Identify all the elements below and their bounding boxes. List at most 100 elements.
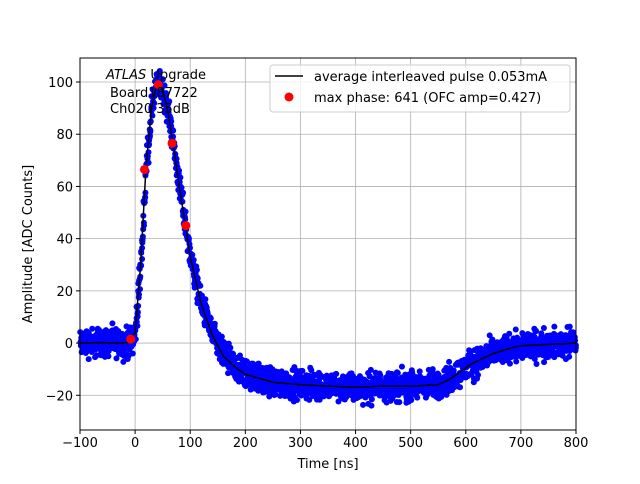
sample-point <box>272 391 279 398</box>
sample-point <box>113 355 120 362</box>
sample-point <box>396 399 403 406</box>
sample-point <box>255 360 262 367</box>
sample-point <box>541 359 548 366</box>
sample-point <box>429 366 436 373</box>
y-tick-label: 20 <box>56 285 73 300</box>
sample-point <box>450 367 457 374</box>
sample-point <box>394 370 401 377</box>
x-tick-label: 700 <box>508 436 533 451</box>
y-tick-label: 40 <box>56 233 73 248</box>
y-tick-label: 0 <box>65 337 73 352</box>
atlas-annotation: ATLAS Upgrade Board187722 Ch020 35dB <box>105 68 206 117</box>
sample-point <box>159 76 166 83</box>
sample-point <box>570 329 577 336</box>
legend-max-phase-label: max phase: 641 (OFC amp=0.427) <box>314 91 541 106</box>
max-phase-point <box>153 80 163 90</box>
legend-red-marker <box>284 92 294 102</box>
sample-point <box>145 149 152 156</box>
x-tick-label: 100 <box>178 436 203 451</box>
sample-point <box>446 358 453 365</box>
x-tick-label: −100 <box>62 436 98 451</box>
sample-point <box>227 344 234 351</box>
upgrade-label: Upgrade <box>150 68 206 83</box>
sample-point <box>513 358 520 365</box>
sample-point <box>333 370 340 377</box>
sample-point <box>551 323 558 330</box>
sample-point <box>147 127 154 134</box>
sample-point <box>308 367 315 374</box>
max-phase-point <box>181 221 191 231</box>
board-label: Board187722 <box>110 86 198 101</box>
sample-point <box>89 325 96 332</box>
sample-point <box>193 266 200 273</box>
sample-point <box>368 402 375 409</box>
sample-point <box>190 256 197 263</box>
sample-point <box>109 320 116 327</box>
sample-point <box>377 372 384 379</box>
y-ticks: −20 0 20 40 60 80 100 <box>46 76 80 404</box>
y-tick-label: 80 <box>56 128 73 143</box>
sample-point <box>533 327 540 334</box>
average-pulse-line <box>79 80 577 389</box>
sample-point <box>140 219 147 226</box>
sample-point <box>540 325 547 332</box>
x-tick-label: 600 <box>453 436 478 451</box>
x-axis-label: Time [ns] <box>296 457 358 472</box>
sample-point <box>512 326 519 333</box>
sample-point <box>218 333 225 340</box>
sample-point <box>506 330 513 337</box>
legend-average-label: average interleaved pulse 0.053mA <box>314 70 547 85</box>
x-tick-label: 200 <box>233 436 258 451</box>
sample-point <box>489 336 496 343</box>
plot-frame <box>79 57 577 431</box>
sample-point <box>299 367 306 374</box>
y-tick-label: 100 <box>48 76 73 91</box>
sample-point <box>120 358 127 365</box>
sample-point <box>398 363 405 370</box>
max-phase-points <box>126 80 191 344</box>
x-tick-label: 300 <box>288 436 313 451</box>
sample-point <box>85 356 92 363</box>
sample-point <box>211 323 218 330</box>
sample-point <box>566 323 573 330</box>
x-ticks: −100 0 100 200 300 400 500 600 700 800 <box>62 430 588 451</box>
sample-point <box>249 360 256 367</box>
sample-point <box>105 353 112 360</box>
max-phase-point <box>139 164 149 174</box>
sample-point <box>243 358 250 365</box>
sample-point <box>207 315 214 322</box>
sample-point <box>156 67 163 74</box>
sample-point <box>294 397 301 404</box>
x-tick-label: 500 <box>398 436 423 451</box>
sample-point <box>139 256 146 263</box>
sample-point <box>303 392 310 399</box>
sample-point <box>360 401 367 408</box>
sample-point <box>161 82 168 89</box>
y-tick-label: 60 <box>56 180 73 195</box>
sample-point <box>367 366 374 373</box>
sample-point <box>416 368 423 375</box>
sample-point <box>311 372 318 379</box>
sample-point <box>368 396 375 403</box>
channel-label: Ch020 35dB <box>110 102 190 117</box>
sample-point <box>566 353 573 360</box>
sample-point <box>408 396 415 403</box>
sample-point <box>457 384 464 391</box>
sample-point <box>266 393 273 400</box>
sample-point <box>96 326 103 333</box>
sample-point <box>335 398 342 405</box>
sample-point <box>166 98 173 105</box>
sample-point <box>146 141 153 148</box>
sample-point <box>197 282 204 289</box>
y-tick-label: −20 <box>46 389 73 404</box>
svg-text:ATLAS Upgrade: ATLAS Upgrade <box>105 68 206 83</box>
sample-point <box>475 372 482 379</box>
sample-point <box>202 296 209 303</box>
sample-point <box>533 361 540 368</box>
sample-point <box>129 350 136 357</box>
sample-point <box>506 360 513 367</box>
sample-point <box>180 189 187 196</box>
legend: average interleaved pulse 0.053mA max ph… <box>269 64 571 113</box>
sample-point <box>306 396 313 403</box>
